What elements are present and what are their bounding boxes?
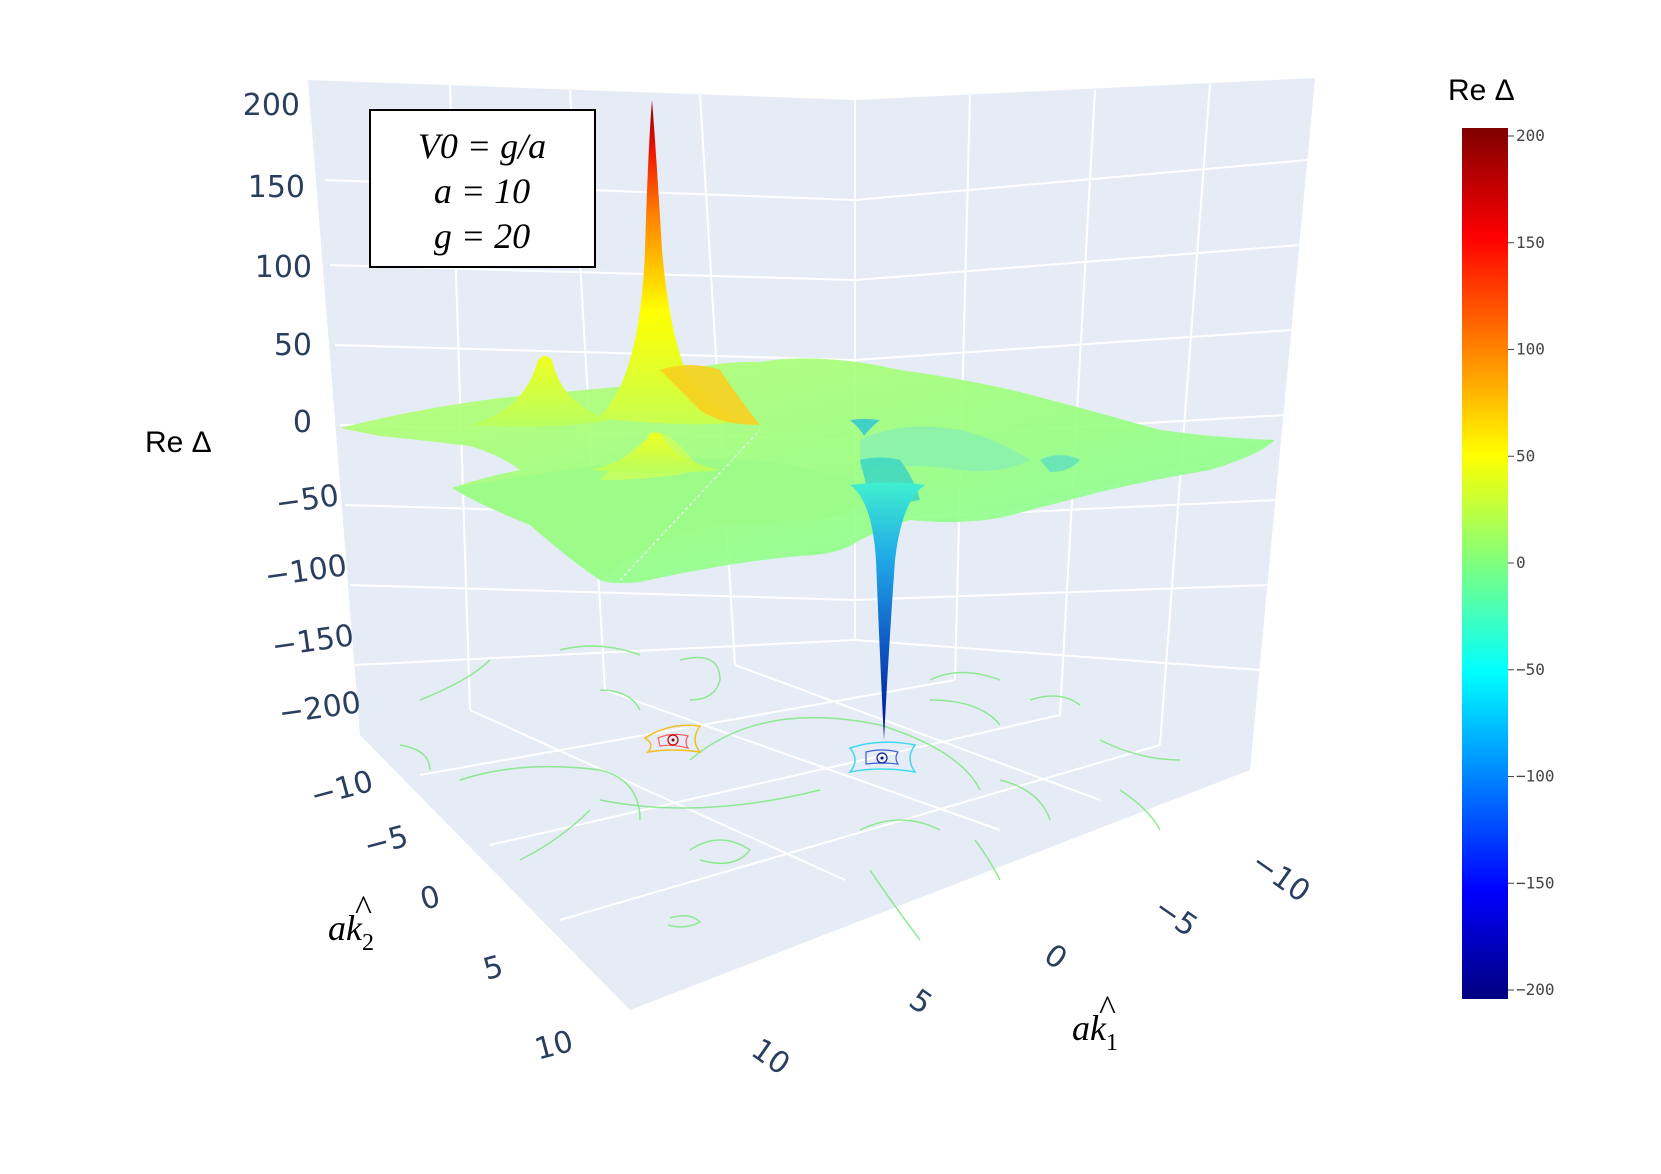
colorbar-gradient <box>1462 128 1508 999</box>
colorbar-tick-label: 200 <box>1516 126 1545 145</box>
main-peak-right-ridge <box>660 365 760 425</box>
annotation-line: V0 = g/a <box>418 126 546 166</box>
colorbar-tick-label: −150 <box>1516 873 1555 892</box>
x-tick: −10 <box>1244 845 1316 910</box>
x-tick: 5 <box>903 982 939 1022</box>
floor-contours <box>399 645 1181 941</box>
y-axis-label: ak2 ^ <box>328 888 374 956</box>
surface-shading <box>452 458 880 580</box>
minor-peak-front <box>590 432 720 473</box>
svg-text:^: ^ <box>355 888 372 928</box>
z-tick: 200 <box>243 88 300 123</box>
colorbar-tick-label: −100 <box>1516 767 1555 786</box>
features <box>470 100 925 740</box>
parameter-box: V0 = g/a a = 10 g = 20 <box>369 109 596 268</box>
z-tick: 150 <box>248 170 305 205</box>
colorbar-tick-label: −50 <box>1516 660 1545 679</box>
svg-text:ak1: ak1 <box>1072 1008 1118 1056</box>
surface-right-dark <box>860 426 1030 472</box>
minor-peak <box>470 356 610 427</box>
dip <box>850 482 925 740</box>
dip-back <box>850 419 880 436</box>
colorbar-tick-label: 0 <box>1516 553 1526 572</box>
colorbar-ticks: 200 150 100 50 0 −50 −100 −150 −200 <box>1508 126 1555 999</box>
contour-dip-projection <box>848 741 917 774</box>
z-axis-label: Re Δ <box>145 426 212 459</box>
z-tick: −150 <box>270 618 356 664</box>
y-tick: −10 <box>307 764 377 814</box>
y-tick: −5 <box>360 819 412 864</box>
x-tick: 0 <box>1038 937 1074 977</box>
surface-seam <box>619 429 761 581</box>
floor-pane <box>360 640 1250 1010</box>
y-tick: 10 <box>531 1024 577 1068</box>
z-tick: −50 <box>274 478 342 521</box>
colorbar-tick-label: 50 <box>1516 446 1535 465</box>
z-tick: 50 <box>274 328 312 363</box>
z-tick: −100 <box>263 548 349 594</box>
y-tick: 5 <box>480 949 508 988</box>
colorbar: Re Δ 200 150 100 50 0 −50 −100 −150 −200 <box>1448 74 1555 999</box>
x-axis-label: ak1 ^ <box>1072 988 1118 1056</box>
svg-text:ak2: ak2 <box>328 908 374 956</box>
z-tick: 100 <box>255 250 312 285</box>
colorbar-tick-label: 100 <box>1516 340 1545 359</box>
y-tick: 0 <box>417 879 445 918</box>
colorbar-tick-label: 150 <box>1516 233 1545 252</box>
svg-text:^: ^ <box>1099 988 1116 1028</box>
x-tick: 10 <box>745 1032 796 1083</box>
surface-right-hollow <box>1040 455 1080 472</box>
annotation-line: g = 20 <box>434 216 530 256</box>
x-tick: −5 <box>1147 890 1203 944</box>
contour-peak-projection <box>643 724 702 754</box>
annotation-line: a = 10 <box>434 171 530 211</box>
z-tick: 0 <box>293 405 312 440</box>
colorbar-tick-label: −200 <box>1516 980 1555 999</box>
main-peak <box>598 100 740 425</box>
z-tick: −200 <box>277 685 363 731</box>
colorbar-title: Re Δ <box>1448 74 1515 107</box>
